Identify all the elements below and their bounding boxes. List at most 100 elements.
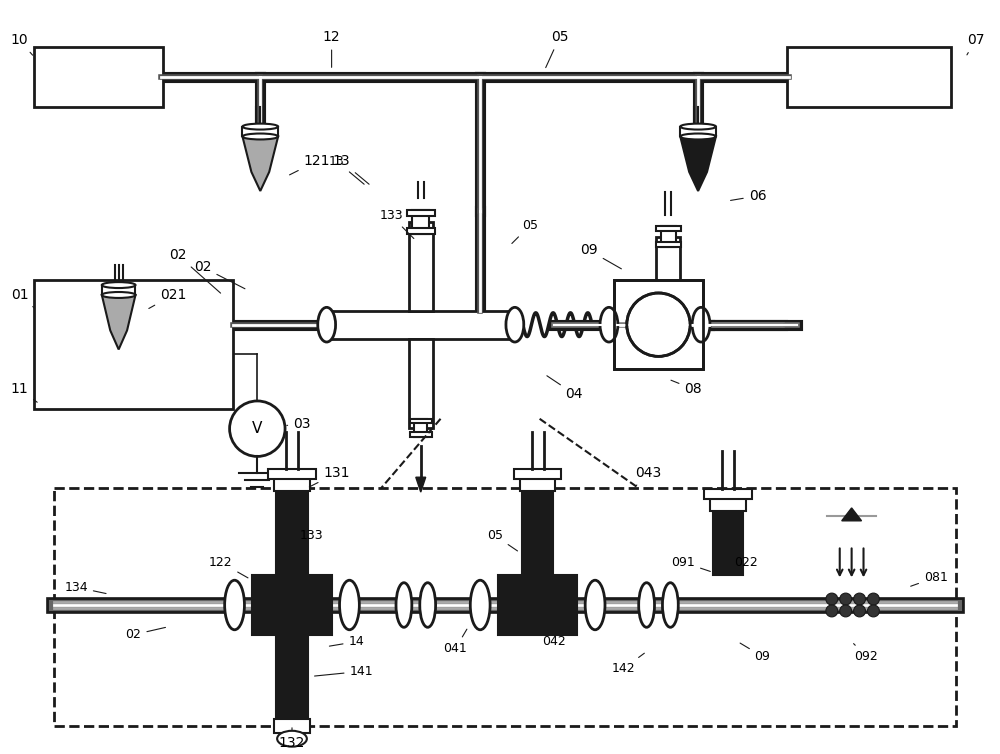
Ellipse shape xyxy=(225,581,244,630)
Text: 05: 05 xyxy=(512,219,538,244)
Bar xyxy=(410,432,432,437)
Ellipse shape xyxy=(102,292,135,298)
Bar xyxy=(632,311,701,339)
Bar xyxy=(656,237,680,311)
Text: 11: 11 xyxy=(11,382,37,403)
Text: 021: 021 xyxy=(149,288,186,308)
Text: 05: 05 xyxy=(487,529,518,551)
Circle shape xyxy=(826,593,838,605)
Bar xyxy=(661,225,676,247)
Bar xyxy=(656,225,681,231)
Circle shape xyxy=(840,605,852,617)
Ellipse shape xyxy=(680,133,716,139)
Text: 04: 04 xyxy=(547,375,583,401)
Circle shape xyxy=(854,593,865,605)
Ellipse shape xyxy=(662,583,678,627)
Polygon shape xyxy=(416,477,426,492)
Bar xyxy=(498,575,577,635)
Text: 12: 12 xyxy=(323,30,340,67)
Polygon shape xyxy=(680,136,716,191)
Ellipse shape xyxy=(420,583,436,627)
Text: 09: 09 xyxy=(740,643,770,663)
Bar xyxy=(614,280,703,369)
Text: 02: 02 xyxy=(169,248,221,293)
Bar xyxy=(414,418,427,437)
Text: 091: 091 xyxy=(671,556,710,572)
Bar xyxy=(327,311,515,339)
Text: 081: 081 xyxy=(911,571,948,587)
Circle shape xyxy=(867,605,879,617)
Ellipse shape xyxy=(600,308,618,342)
Text: 13: 13 xyxy=(329,155,364,184)
Text: 041: 041 xyxy=(444,629,467,655)
Bar xyxy=(34,280,233,409)
Ellipse shape xyxy=(692,308,710,342)
Bar xyxy=(242,127,278,136)
Text: 122: 122 xyxy=(209,556,248,578)
Bar xyxy=(680,127,716,136)
Text: 02: 02 xyxy=(126,627,165,641)
Bar xyxy=(102,285,135,295)
Text: 133: 133 xyxy=(379,209,414,238)
Ellipse shape xyxy=(680,124,716,130)
Ellipse shape xyxy=(506,308,524,342)
Bar xyxy=(656,242,681,247)
Text: 134: 134 xyxy=(64,581,106,593)
Bar xyxy=(268,469,316,480)
Text: 01: 01 xyxy=(11,288,34,308)
Text: 13: 13 xyxy=(333,155,369,184)
Ellipse shape xyxy=(639,583,655,627)
Bar xyxy=(276,635,308,719)
Text: V: V xyxy=(252,421,263,437)
Text: 141: 141 xyxy=(315,665,373,678)
Text: 05: 05 xyxy=(546,30,568,68)
Ellipse shape xyxy=(340,581,359,630)
Ellipse shape xyxy=(242,133,278,139)
Bar xyxy=(614,280,703,369)
Bar xyxy=(274,719,310,733)
Text: 043: 043 xyxy=(635,466,662,486)
Text: 022: 022 xyxy=(733,556,758,575)
Bar xyxy=(34,48,163,107)
Circle shape xyxy=(840,593,852,605)
Bar xyxy=(54,488,956,726)
Circle shape xyxy=(867,593,879,605)
Bar xyxy=(412,210,429,234)
Text: 121: 121 xyxy=(290,155,330,175)
Bar xyxy=(514,469,561,480)
Bar xyxy=(522,491,553,575)
Ellipse shape xyxy=(585,581,605,630)
Bar xyxy=(276,491,308,575)
Ellipse shape xyxy=(318,308,336,342)
Bar xyxy=(409,222,433,311)
Polygon shape xyxy=(102,295,135,349)
Text: 03: 03 xyxy=(287,417,311,431)
Text: 042: 042 xyxy=(542,629,566,648)
Bar xyxy=(704,489,752,499)
Circle shape xyxy=(826,605,838,617)
Text: 142: 142 xyxy=(612,653,644,675)
Text: 02: 02 xyxy=(194,260,245,289)
Ellipse shape xyxy=(242,124,278,130)
Bar xyxy=(713,511,743,575)
Text: 092: 092 xyxy=(854,644,878,663)
Text: 07: 07 xyxy=(967,33,984,55)
Polygon shape xyxy=(242,136,278,191)
Bar xyxy=(252,575,332,635)
Bar xyxy=(787,48,951,107)
Text: 132: 132 xyxy=(279,728,305,749)
Ellipse shape xyxy=(277,731,307,746)
Bar xyxy=(407,228,435,234)
Circle shape xyxy=(627,293,690,357)
Text: 09: 09 xyxy=(580,244,621,269)
Text: 10: 10 xyxy=(11,33,33,55)
Polygon shape xyxy=(842,508,862,521)
Bar xyxy=(520,477,555,491)
Bar xyxy=(710,497,746,511)
Text: 14: 14 xyxy=(329,635,364,648)
Text: 133: 133 xyxy=(297,529,324,547)
Ellipse shape xyxy=(470,581,490,630)
Text: 131: 131 xyxy=(309,466,350,487)
Text: 08: 08 xyxy=(671,380,702,396)
Text: 06: 06 xyxy=(731,189,766,203)
